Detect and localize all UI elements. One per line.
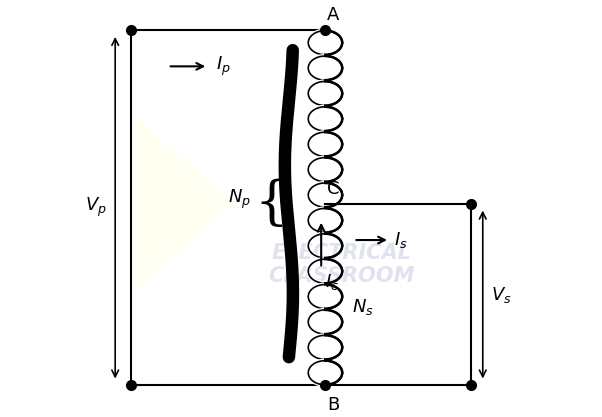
Text: $N_p$: $N_p$ xyxy=(228,188,250,211)
Text: $V_s$: $V_s$ xyxy=(491,284,512,304)
Text: $I_s$: $I_s$ xyxy=(394,230,408,250)
Text: B: B xyxy=(327,396,340,414)
Text: C: C xyxy=(327,180,340,198)
Text: $I_c$: $I_c$ xyxy=(325,272,340,292)
Text: A: A xyxy=(327,6,340,24)
Text: $I_p$: $I_p$ xyxy=(216,55,231,78)
Text: ELECTRICAL
CLASSROOM: ELECTRICAL CLASSROOM xyxy=(268,243,415,286)
Text: $V_p$: $V_p$ xyxy=(85,196,107,219)
Polygon shape xyxy=(135,115,232,293)
Text: $N_s$: $N_s$ xyxy=(352,296,374,317)
Text: {: { xyxy=(254,178,288,229)
